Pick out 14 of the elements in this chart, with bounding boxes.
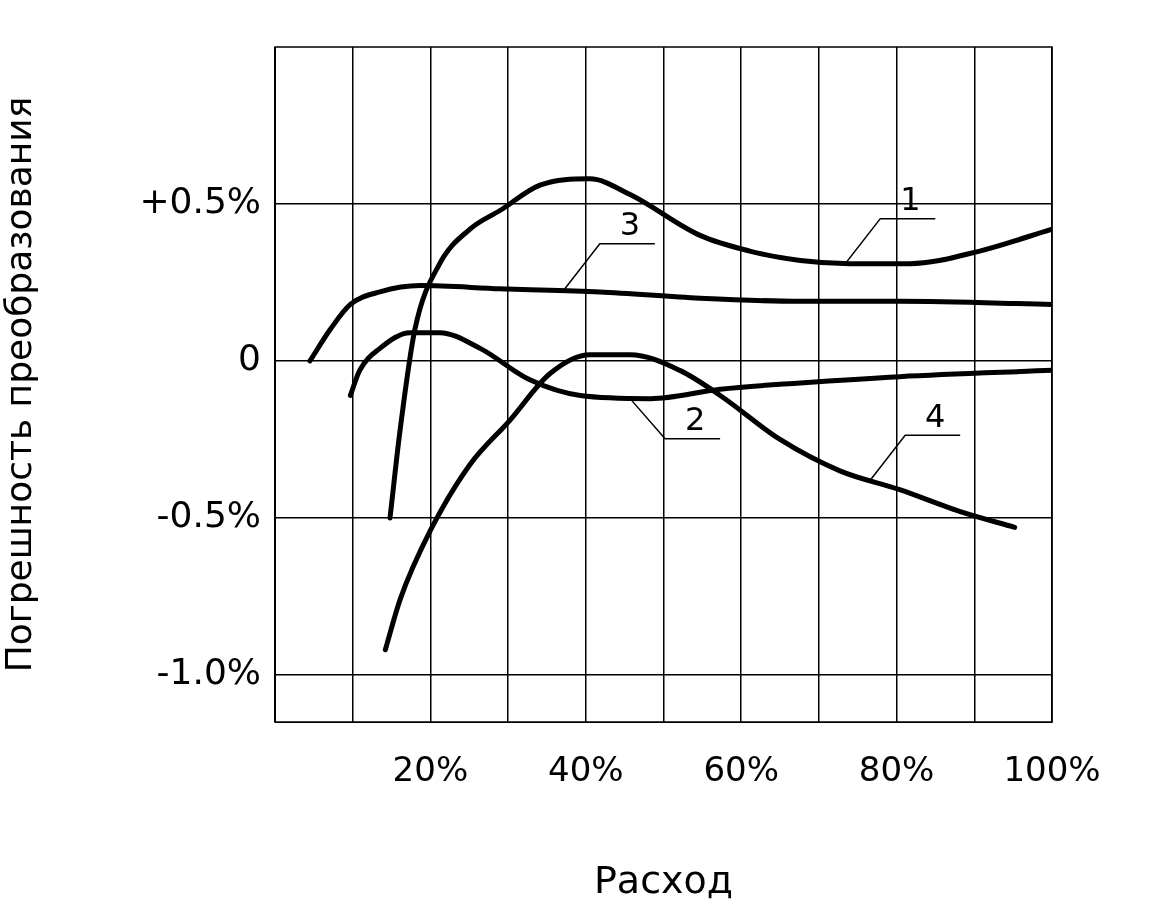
y-tick-label: 0 <box>238 337 261 379</box>
x-tick-label: 60% <box>703 749 779 790</box>
x-tick-label: 20% <box>392 749 469 790</box>
x-tick-label: 100% <box>1003 749 1101 790</box>
annotation: 2 <box>684 399 706 438</box>
x-tick-label: 40% <box>548 749 624 790</box>
y-tick-label: -0.5% <box>156 494 261 536</box>
x-tick-label: 80% <box>858 749 935 790</box>
y-tick-label: +0.5% <box>139 180 261 222</box>
annotation: 3 <box>619 205 640 244</box>
x-axis-title: Расход <box>593 858 734 903</box>
y-axis-title: Погрешность преобразования <box>0 96 39 673</box>
annotation: 4 <box>925 396 946 435</box>
y-tick-label: -1.0% <box>156 651 261 693</box>
